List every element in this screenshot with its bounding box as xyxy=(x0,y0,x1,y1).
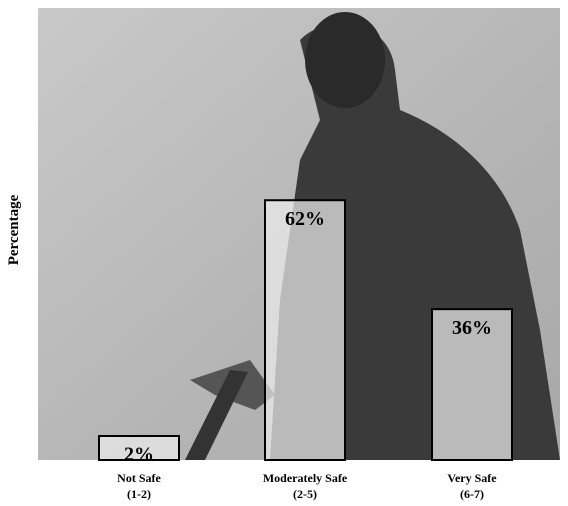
value-label: 36% xyxy=(452,317,492,339)
x-tick-sublabel: (1-2) xyxy=(127,487,151,501)
x-tick-sublabel: (2-5) xyxy=(293,487,317,501)
x-tick-label: Moderately Safe xyxy=(263,471,348,485)
y-axis-label: Percentage xyxy=(6,194,22,265)
x-tick-label: Very Safe xyxy=(447,471,497,485)
bar xyxy=(431,308,513,461)
value-label: 2% xyxy=(124,444,154,466)
x-tick-sublabel: (6-7) xyxy=(460,487,484,501)
value-label: 62% xyxy=(285,208,325,230)
x-tick-label: Not Safe xyxy=(117,471,161,485)
bar xyxy=(264,199,346,461)
bar xyxy=(98,435,180,461)
